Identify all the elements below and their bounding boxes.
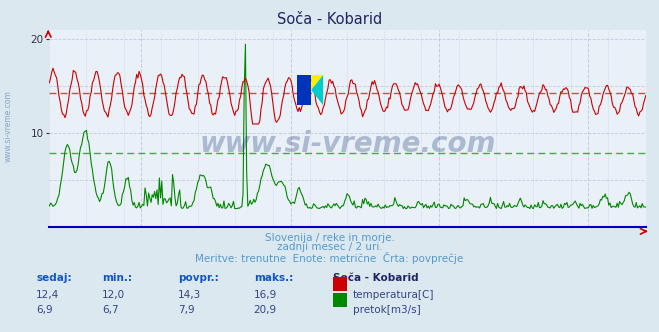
Text: 7,9: 7,9 [178,305,194,315]
Text: www.si-vreme.com: www.si-vreme.com [3,90,13,162]
Text: temperatura[C]: temperatura[C] [353,290,434,299]
Text: sedaj:: sedaj: [36,273,72,283]
Text: pretok[m3/s]: pretok[m3/s] [353,305,420,315]
Text: 16,9: 16,9 [254,290,277,299]
Text: 12,4: 12,4 [36,290,59,299]
Text: min.:: min.: [102,273,132,283]
Text: maks.:: maks.: [254,273,293,283]
Bar [297,75,311,105]
Text: 6,9: 6,9 [36,305,53,315]
Text: povpr.:: povpr.: [178,273,219,283]
Text: 20,9: 20,9 [254,305,277,315]
Polygon shape [311,75,323,105]
Text: 14,3: 14,3 [178,290,201,299]
Text: www.si-vreme.com: www.si-vreme.com [200,130,496,158]
Text: zadnji mesec / 2 uri.: zadnji mesec / 2 uri. [277,242,382,252]
Text: Slovenija / reke in morje.: Slovenija / reke in morje. [264,233,395,243]
Polygon shape [311,75,323,90]
Text: Soča - Kobarid: Soča - Kobarid [277,12,382,27]
Text: Soča - Kobarid: Soča - Kobarid [333,273,418,283]
Text: Meritve: trenutne  Enote: metrične  Črta: povprečje: Meritve: trenutne Enote: metrične Črta: … [195,252,464,264]
Text: 12,0: 12,0 [102,290,125,299]
Text: 6,7: 6,7 [102,305,119,315]
